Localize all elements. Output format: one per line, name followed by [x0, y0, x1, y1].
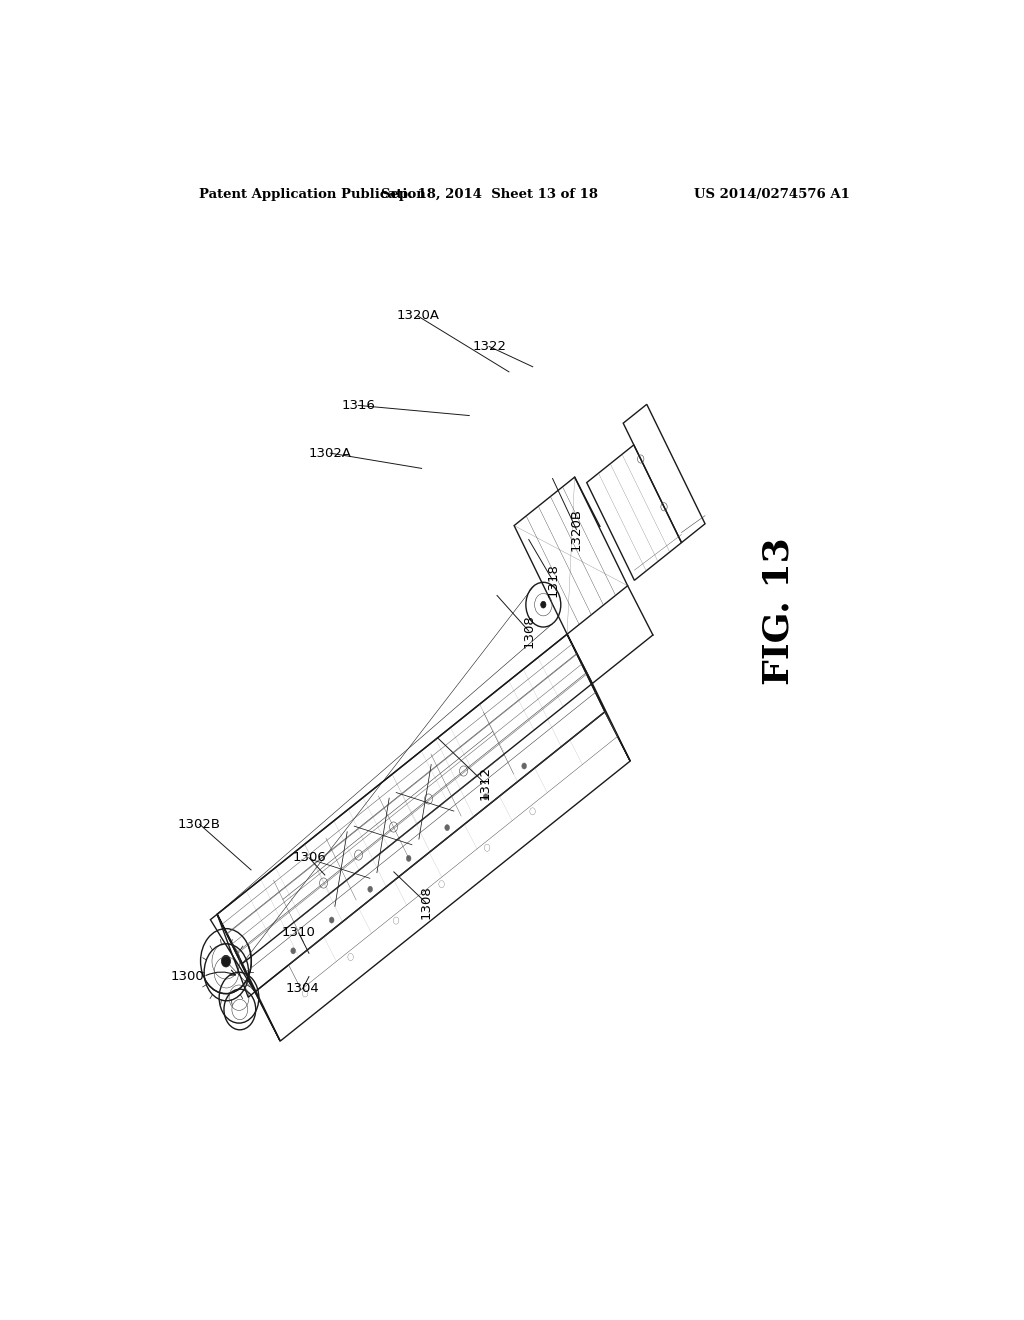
Circle shape: [291, 948, 296, 954]
Text: US 2014/0274576 A1: US 2014/0274576 A1: [694, 187, 850, 201]
Circle shape: [522, 763, 526, 770]
Text: 1316: 1316: [341, 399, 375, 412]
Text: 1320B: 1320B: [570, 508, 583, 550]
Circle shape: [330, 917, 334, 923]
Text: 1318: 1318: [546, 564, 559, 597]
Text: 1322: 1322: [472, 341, 506, 352]
Text: 1308: 1308: [419, 886, 432, 919]
Text: 1304: 1304: [286, 982, 319, 995]
Circle shape: [368, 886, 373, 892]
Text: 1302B: 1302B: [178, 817, 221, 830]
Text: Patent Application Publication: Patent Application Publication: [200, 187, 426, 201]
Text: 1310: 1310: [282, 927, 315, 940]
Circle shape: [483, 793, 488, 800]
Text: 1300: 1300: [171, 970, 205, 983]
Text: 1312: 1312: [478, 767, 492, 800]
Text: 1302A: 1302A: [309, 446, 352, 459]
Circle shape: [221, 956, 230, 968]
Text: 1308: 1308: [522, 614, 536, 648]
Text: FIG. 13: FIG. 13: [762, 537, 796, 685]
Text: Sep. 18, 2014  Sheet 13 of 18: Sep. 18, 2014 Sheet 13 of 18: [381, 187, 598, 201]
Circle shape: [444, 825, 450, 830]
Circle shape: [407, 855, 411, 862]
Text: 1320A: 1320A: [396, 309, 439, 322]
Text: 1306: 1306: [292, 851, 326, 865]
Circle shape: [541, 602, 546, 609]
